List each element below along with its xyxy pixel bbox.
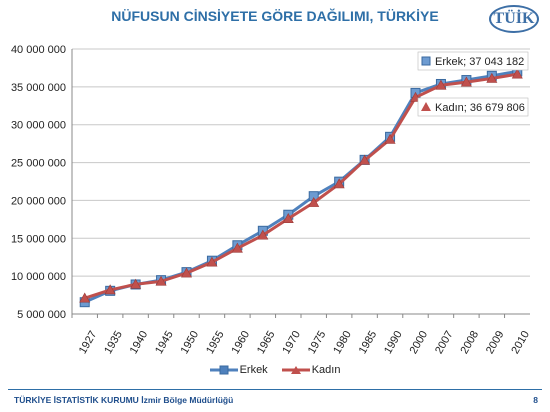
x-tick-label: 1990 bbox=[382, 329, 405, 356]
page-number: 8 bbox=[533, 395, 538, 405]
x-tick-label: 2008 bbox=[458, 329, 481, 356]
annotation-box bbox=[417, 51, 529, 71]
kadin-point bbox=[104, 284, 116, 295]
kadin-point bbox=[359, 154, 371, 165]
x-tick-label: 1965 bbox=[255, 329, 278, 356]
x-tick-label: 1970 bbox=[280, 329, 303, 356]
kadin-point bbox=[180, 267, 193, 278]
kadin-point bbox=[308, 197, 320, 207]
kadin-point bbox=[511, 68, 523, 79]
x-tick-label: 2000 bbox=[408, 329, 431, 356]
annotation-box bbox=[417, 97, 529, 117]
footer-text: TÜRKİYE İSTATİSTİK KURUMU İzmir Bölge Mü… bbox=[14, 395, 233, 405]
x-tick-label: 2007 bbox=[433, 329, 456, 356]
y-tick-label: 10 000 000 bbox=[11, 271, 66, 283]
legend-erkek-marker bbox=[209, 365, 238, 375]
y-tick-label: 20 000 000 bbox=[11, 195, 66, 207]
annotation-label: Erkek; 37 043 182 bbox=[435, 56, 524, 68]
kadin-point bbox=[333, 178, 345, 189]
series-line-kadin bbox=[84, 72, 518, 300]
x-tick-label: 1975 bbox=[306, 329, 329, 356]
x-tick-label: 1940 bbox=[128, 329, 151, 356]
x-tick-label: 1945 bbox=[153, 329, 176, 356]
x-tick-label: 1927 bbox=[77, 329, 100, 356]
y-tick-label: 30 000 000 bbox=[11, 120, 66, 132]
kadin-point bbox=[130, 278, 142, 289]
kadin-point bbox=[257, 229, 269, 240]
footer-office: İzmir Bölge Müdürlüğü bbox=[141, 395, 234, 405]
legend-label-erkek: Erkek bbox=[239, 364, 268, 376]
footer-divider bbox=[8, 389, 542, 390]
y-tick-label: 5 000 000 bbox=[17, 309, 66, 321]
legend-kadin-marker bbox=[281, 366, 310, 374]
legend: Erkek Kadın bbox=[0, 364, 550, 376]
legend-label-kadin: Kadın bbox=[311, 364, 341, 376]
x-tick-label: 1955 bbox=[204, 329, 227, 356]
legend-item-kadin: Kadın bbox=[281, 364, 341, 376]
chart-title: NÜFUSUN CİNSİYETE GÖRE DAĞILIMI, TÜRKİYE bbox=[111, 8, 439, 24]
x-tick-label: 1980 bbox=[331, 329, 354, 356]
y-tick-label: 15 000 000 bbox=[11, 233, 66, 245]
x-tick-label: 1935 bbox=[102, 329, 125, 356]
x-tick-label: 2009 bbox=[484, 329, 507, 356]
kadin-point bbox=[155, 275, 167, 286]
y-tick-label: 25 000 000 bbox=[11, 158, 66, 170]
legend-item-erkek: Erkek bbox=[209, 364, 268, 376]
tuik-logo: TÜİK bbox=[489, 5, 539, 33]
kadin-point bbox=[231, 242, 243, 253]
kadin-point bbox=[486, 72, 498, 83]
kadin-point bbox=[79, 292, 91, 303]
kadin-point bbox=[206, 256, 218, 267]
kadin-point bbox=[460, 76, 472, 87]
annotation-marker-kadin bbox=[421, 102, 431, 111]
x-tick-label: 1985 bbox=[357, 329, 380, 356]
y-tick-label: 35 000 000 bbox=[11, 82, 66, 94]
footer-org: TÜRKİYE İSTATİSTİK KURUMU bbox=[14, 395, 139, 405]
kadin-point bbox=[282, 213, 294, 223]
x-tick-label: 2010 bbox=[509, 329, 532, 356]
x-tick-label: 1960 bbox=[229, 329, 252, 356]
kadin-point bbox=[435, 79, 447, 90]
x-tick-label: 1950 bbox=[179, 329, 202, 356]
kadin-point bbox=[384, 133, 396, 144]
annotation-marker-erkek bbox=[421, 56, 431, 66]
y-tick-label: 40 000 000 bbox=[11, 44, 66, 56]
annotation-label: Kadın; 36 679 806 bbox=[435, 102, 525, 114]
